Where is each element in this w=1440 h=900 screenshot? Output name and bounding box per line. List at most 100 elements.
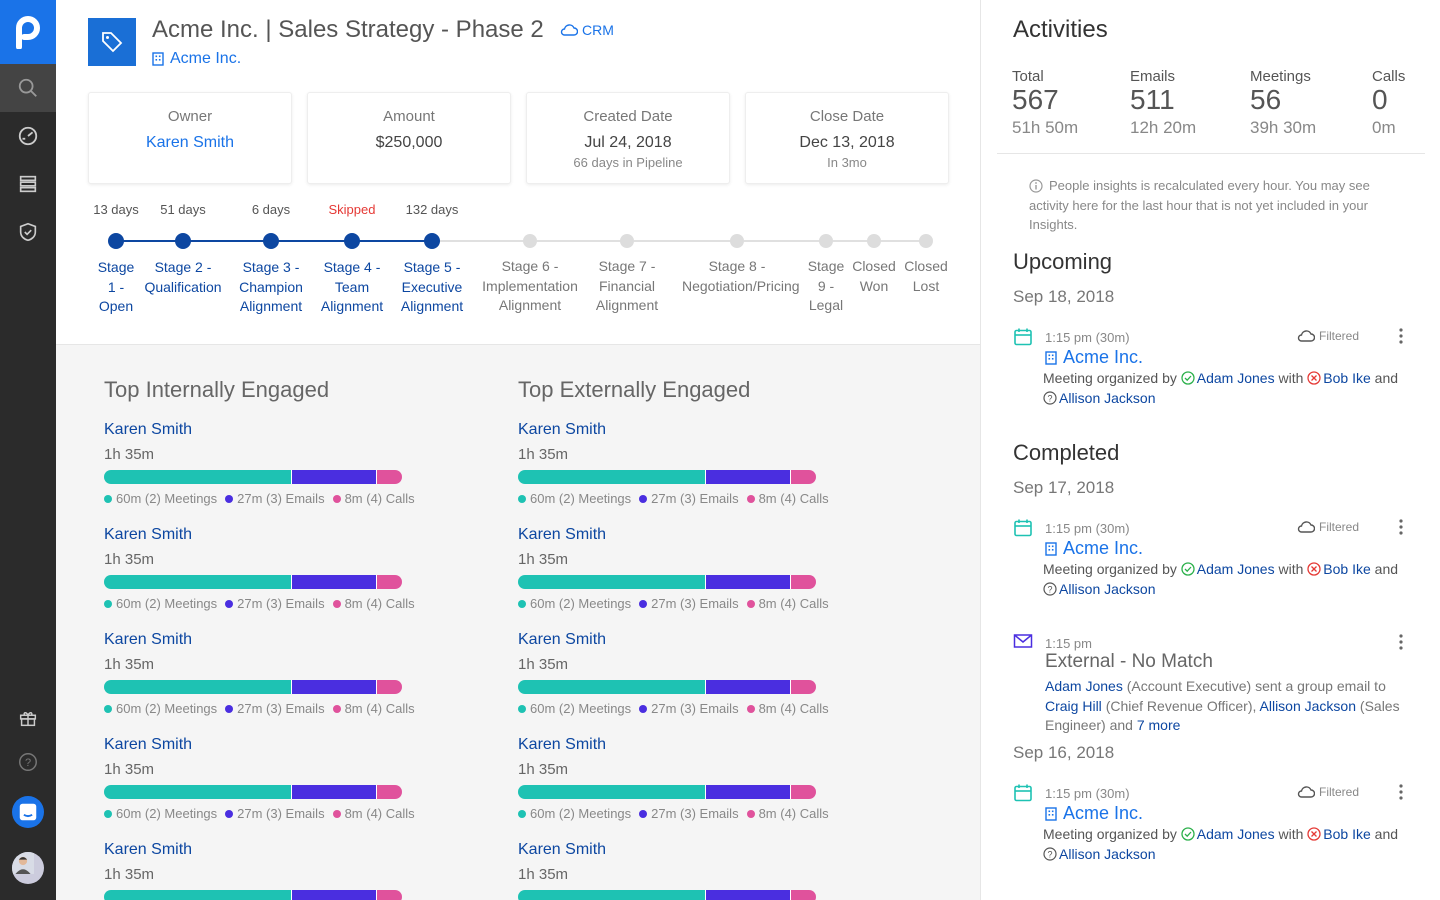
filtered-badge[interactable]: Filtered (1297, 785, 1359, 799)
stage-name-line: Champion (239, 278, 303, 295)
pipeline-stage[interactable]: Closed Won (819, 200, 929, 296)
person-name[interactable]: Karen Smith (518, 631, 607, 648)
attendee-link[interactable]: Allison Jackson (1059, 580, 1156, 597)
stage-duration (871, 200, 981, 220)
person-name[interactable]: Karen Smith (518, 736, 607, 753)
meeting-prefix: Meeting organized by (1043, 561, 1177, 577)
more-recipients-link[interactable]: 7 more (1136, 717, 1181, 733)
activity-time: 1:15 pm (30m) (1045, 521, 1130, 536)
engagement-bar (518, 890, 816, 900)
company-name: Acme Inc. (1063, 347, 1144, 367)
attendee-link[interactable]: Allison Jackson (1059, 845, 1156, 862)
stat-value: 0 (1372, 84, 1388, 115)
more-menu-button[interactable] (1397, 633, 1405, 656)
legend-emails-label: 27m (3) Emails (237, 701, 325, 716)
stage-dot (819, 234, 833, 248)
close-date-card: Close Date Dec 13, 2018 In 3mo (745, 92, 949, 184)
crm-link[interactable]: CRM (560, 22, 614, 38)
sender-link[interactable]: Adam Jones (1045, 678, 1123, 694)
organizer-link[interactable]: Adam Jones (1196, 826, 1275, 842)
nav-deals[interactable] (0, 160, 56, 208)
pipeline-stage[interactable]: 132 days Stage 5 - Executive Alignment (377, 200, 487, 317)
company-link[interactable]: Acme Inc. (1045, 803, 1143, 824)
attendee-link[interactable]: Bob Ike (1323, 561, 1371, 577)
pipeline-stage[interactable]: 51 days Stage 2 - Qualification (128, 200, 238, 297)
stat-label: Total (1012, 68, 1044, 85)
stage-duration: 51 days (160, 202, 206, 217)
stage-name-line: Executive (401, 278, 463, 295)
nav-search[interactable] (0, 64, 56, 112)
person-name[interactable]: Karen Smith (518, 841, 607, 858)
owner-link[interactable]: Karen Smith (145, 134, 235, 151)
svg-text:?: ? (1047, 849, 1052, 859)
stage-duration: Skipped (328, 202, 376, 217)
legend-emails-label: 27m (3) Emails (651, 806, 739, 821)
attendee-link[interactable]: Bob Ike (1323, 826, 1371, 842)
more-menu-button[interactable] (1397, 518, 1405, 541)
email-description: Adam Jones (Account Executive) sent a gr… (1045, 677, 1405, 736)
person-name[interactable]: Karen Smith (104, 736, 193, 753)
pipeline-stage[interactable]: Closed Lost (871, 200, 981, 296)
pipeline-stage[interactable]: Stage 9 - Legal (771, 200, 881, 316)
with-text: with (1278, 561, 1304, 577)
recipient-link[interactable]: Craig Hill (1045, 697, 1102, 714)
person-total-time: 1h 35m (518, 866, 569, 883)
person-name[interactable]: Karen Smith (518, 526, 607, 543)
legend-emails: 27m (3) Emails (225, 596, 325, 611)
nav-dashboard[interactable] (0, 112, 56, 160)
attendee-link[interactable]: Bob Ike (1323, 370, 1371, 386)
nav-help[interactable]: ? (0, 738, 56, 786)
calls-dot (746, 494, 755, 503)
nav-security[interactable] (0, 208, 56, 256)
organizer-link[interactable]: Adam Jones (1196, 370, 1275, 386)
stage-name-line: Lost (912, 277, 940, 294)
pipeline-stage[interactable]: Stage 7 - Financial Alignment (572, 200, 682, 316)
card-label: Created Date (583, 108, 673, 125)
unknown-response-icon: ? (1043, 390, 1057, 405)
emails-segment (292, 890, 377, 900)
company-link[interactable]: Acme Inc. (1045, 538, 1143, 559)
emails-segment (706, 575, 791, 589)
engaged-person: Karen Smith 1h 35m 60m (2) Meetings 27m (3)… (518, 736, 918, 821)
person-name[interactable]: Karen Smith (104, 841, 193, 858)
engagement-bar (104, 680, 402, 694)
stat-value: 56 (1250, 84, 1282, 115)
nav-chat[interactable] (0, 788, 56, 836)
company-link[interactable]: Acme Inc. (1045, 347, 1143, 368)
more-menu-button[interactable] (1397, 327, 1405, 350)
pipeline-stage[interactable]: Stage 6 - Implementation Alignment (475, 200, 585, 316)
legend-calls: 8m (4) Calls (746, 701, 829, 716)
legend-emails-label: 27m (3) Emails (237, 491, 325, 506)
app-logo[interactable] (0, 0, 56, 64)
person-name[interactable]: Karen Smith (518, 421, 607, 438)
calls-segment (376, 575, 402, 589)
company-link[interactable]: Acme Inc. (152, 50, 241, 68)
calls-segment (376, 470, 402, 484)
pipeline-stage[interactable]: 13 days Stage 1 - Open (61, 200, 171, 317)
filtered-badge[interactable]: Filtered (1297, 329, 1359, 343)
calls-dot (746, 809, 755, 818)
person-name[interactable]: Karen Smith (104, 631, 193, 648)
organizer-link[interactable]: Adam Jones (1196, 561, 1275, 577)
nav-profile[interactable] (0, 844, 56, 892)
more-menu-button[interactable] (1397, 783, 1405, 806)
calls-segment (376, 785, 402, 799)
meeting-description: Meeting organized by Adam Jones with Bob… (1043, 369, 1403, 408)
pipeline-stage[interactable]: 6 days Stage 3 - Champion Alignment (216, 200, 326, 317)
legend-emails-label: 27m (3) Emails (237, 806, 325, 821)
person-name[interactable]: Karen Smith (104, 421, 193, 438)
meeting-description: Meeting organized by Adam Jones with Bob… (1043, 825, 1403, 864)
stat-label: Calls (1372, 68, 1406, 85)
engagement-legend: 60m (2) Meetings 27m (3) Emails 8m (4) Cal… (104, 596, 504, 611)
owner-card: Owner Karen Smith (88, 92, 292, 184)
legend-calls: 8m (4) Calls (746, 596, 829, 611)
pipeline-stage[interactable]: Skipped Stage 4 - Team Alignment (297, 200, 407, 317)
person-name[interactable]: Karen Smith (104, 526, 193, 543)
nav-gifts[interactable] (0, 694, 56, 742)
pipeline-stage[interactable]: Stage 8 - Negotiation/Pricing (682, 200, 800, 296)
recipient-link[interactable]: Allison Jackson (1259, 697, 1357, 714)
filtered-badge[interactable]: Filtered (1297, 520, 1359, 534)
stage-dot (867, 234, 881, 248)
attendee-link[interactable]: Allison Jackson (1059, 389, 1156, 406)
engagement-bar (104, 890, 402, 900)
